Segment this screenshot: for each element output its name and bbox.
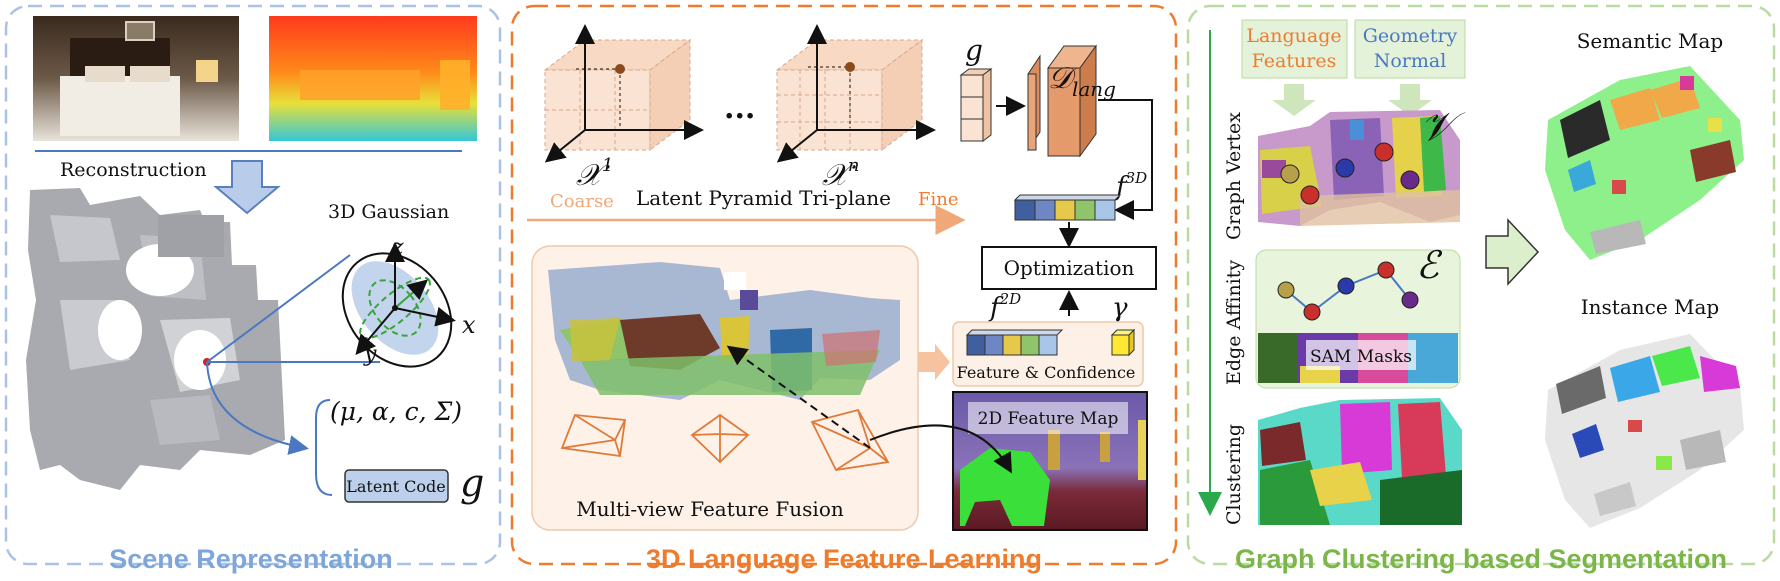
instance-map-image xyxy=(1545,334,1744,528)
affinity-node-3 xyxy=(1337,277,1355,295)
feature-vector-top xyxy=(965,329,1064,336)
vertex-node-3 xyxy=(1335,158,1355,178)
feature-map-label: 2D Feature Map xyxy=(978,409,1119,429)
semantic-map-image xyxy=(1545,66,1744,260)
feature-map-label-bg xyxy=(968,402,1128,434)
pyramid-label: Latent Pyramid Tri-plane xyxy=(636,186,891,210)
affinity-node-5 xyxy=(1401,291,1419,309)
affinity-node-2 xyxy=(1303,303,1321,321)
language-panel-title: 3D Language Feature Learning xyxy=(646,544,1042,574)
graph-panel-border xyxy=(1186,4,1776,566)
sam-masks-label: SAM Masks xyxy=(1310,347,1412,367)
f3d-feature-vector xyxy=(1013,194,1122,221)
fusion-label: Multi-view Feature Fusion xyxy=(576,497,844,521)
semantic-map-title: Semantic Map xyxy=(1577,29,1724,53)
scene-panel-border xyxy=(4,4,502,566)
language-panel: 𝒳1 ... 𝒳n Coarse Latent Pyramid Tri-plan… xyxy=(510,4,1178,574)
language-features-box xyxy=(1241,19,1348,79)
feature-cell xyxy=(1034,199,1056,221)
axis-z-label: z xyxy=(391,235,404,260)
latent-code-symbol: g xyxy=(460,461,484,505)
decoder-block xyxy=(1027,44,1097,158)
feature-cell xyxy=(1094,199,1116,221)
projection-ray xyxy=(726,345,871,449)
optimization-label: Optimization xyxy=(1004,256,1135,280)
latent-stack xyxy=(959,68,993,142)
scene-panel: Reconstruction 3D Gaussian xyxy=(4,4,502,574)
triplane-ellipsis: ... xyxy=(724,91,755,126)
clustering-label: Clustering xyxy=(1223,424,1245,525)
edge-affinity-label: Edge Affinity xyxy=(1223,260,1245,385)
latent-code-box xyxy=(344,469,449,503)
feature-map-link xyxy=(869,424,1012,474)
camera-frustum-right xyxy=(810,408,890,471)
gaussian-link-top xyxy=(206,254,351,363)
rgb-image xyxy=(33,16,239,141)
fusion-to-feature-arrow xyxy=(918,344,950,380)
edge-symbol: ℰ xyxy=(1416,243,1443,287)
depth-image xyxy=(269,16,477,141)
language-down-arrow xyxy=(1272,84,1316,116)
graph-vertex-image xyxy=(1258,110,1460,226)
camera-frustum-left xyxy=(560,414,627,458)
language-features-line2: Features xyxy=(1252,50,1337,72)
geometry-normal-line2: Normal xyxy=(1374,50,1447,72)
confidence-cube xyxy=(1110,328,1136,357)
f3d-symbol: f3D xyxy=(1114,169,1147,202)
params-bracket xyxy=(315,399,333,496)
language-panel-border xyxy=(510,4,1178,566)
axis-y-label: y xyxy=(363,342,377,367)
feature-cell xyxy=(1020,334,1040,356)
feature-cell xyxy=(1074,199,1096,221)
language-features-line1: Language xyxy=(1246,25,1341,47)
vertex-node-2 xyxy=(1300,185,1320,205)
affinity-node-1 xyxy=(1277,281,1295,299)
clustering-image xyxy=(1258,398,1462,525)
feature-confidence-label: Feature & Confidence xyxy=(957,363,1136,382)
vertex-node-4 xyxy=(1374,142,1394,162)
triplane-fine xyxy=(775,24,936,163)
gaussian-ellipsoid xyxy=(341,242,456,368)
feature-cell xyxy=(966,334,986,356)
affinity-node-4 xyxy=(1377,261,1395,279)
f2d-feature-vector xyxy=(965,329,1064,356)
coarse-label: Coarse xyxy=(550,191,614,212)
feature-vector-top xyxy=(1013,194,1122,201)
graph-panel-title: Graph Clustering based Segmentation xyxy=(1235,544,1727,574)
feature-cell xyxy=(1014,199,1036,221)
geometry-normal-box xyxy=(1354,19,1466,79)
feature-cell xyxy=(1054,199,1076,221)
reconstruction-arrow xyxy=(213,160,281,215)
decoder-input-symbol: g xyxy=(965,34,983,67)
latent-link xyxy=(206,361,309,455)
sam-masks-label-bg xyxy=(1306,340,1416,370)
triplane-first-symbol: 𝒳1 xyxy=(576,155,613,193)
gamma-symbol: γ xyxy=(1112,293,1128,323)
decoder-to-feature-arrow xyxy=(1098,99,1153,220)
vertex-node-5 xyxy=(1400,170,1420,190)
triplane-coarse xyxy=(543,24,704,163)
scene-panel-title: Scene Representation xyxy=(109,544,393,574)
graph-panel: Graph Vertex Edge Affinity Clustering La… xyxy=(1186,4,1776,574)
graph-vertex-label: Graph Vertex xyxy=(1223,112,1245,240)
latent-code-label: Latent Code xyxy=(346,477,445,496)
geometry-normal-line1: Geometry xyxy=(1363,25,1458,47)
f2d-symbol: f2D xyxy=(988,290,1021,323)
reconstruction-label: Reconstruction xyxy=(60,159,207,181)
instance-map-title: Instance Map xyxy=(1581,295,1720,319)
feature-cell xyxy=(1038,334,1058,356)
gaussian-params: (μ, α, c, Σ) xyxy=(330,397,462,426)
feature-cell xyxy=(984,334,1004,356)
feature-cell xyxy=(1002,334,1022,356)
geometry-down-arrow xyxy=(1388,84,1432,116)
gaussian-label: 3D Gaussian xyxy=(328,201,449,223)
optimization-box xyxy=(981,246,1157,290)
reconstructed-mesh xyxy=(26,188,285,490)
vertex-node-1 xyxy=(1280,164,1300,184)
camera-frustum-center xyxy=(690,413,750,464)
to-maps-arrow xyxy=(1485,218,1540,286)
axis-x-label: x xyxy=(462,311,476,339)
fine-label: Fine xyxy=(918,189,959,210)
